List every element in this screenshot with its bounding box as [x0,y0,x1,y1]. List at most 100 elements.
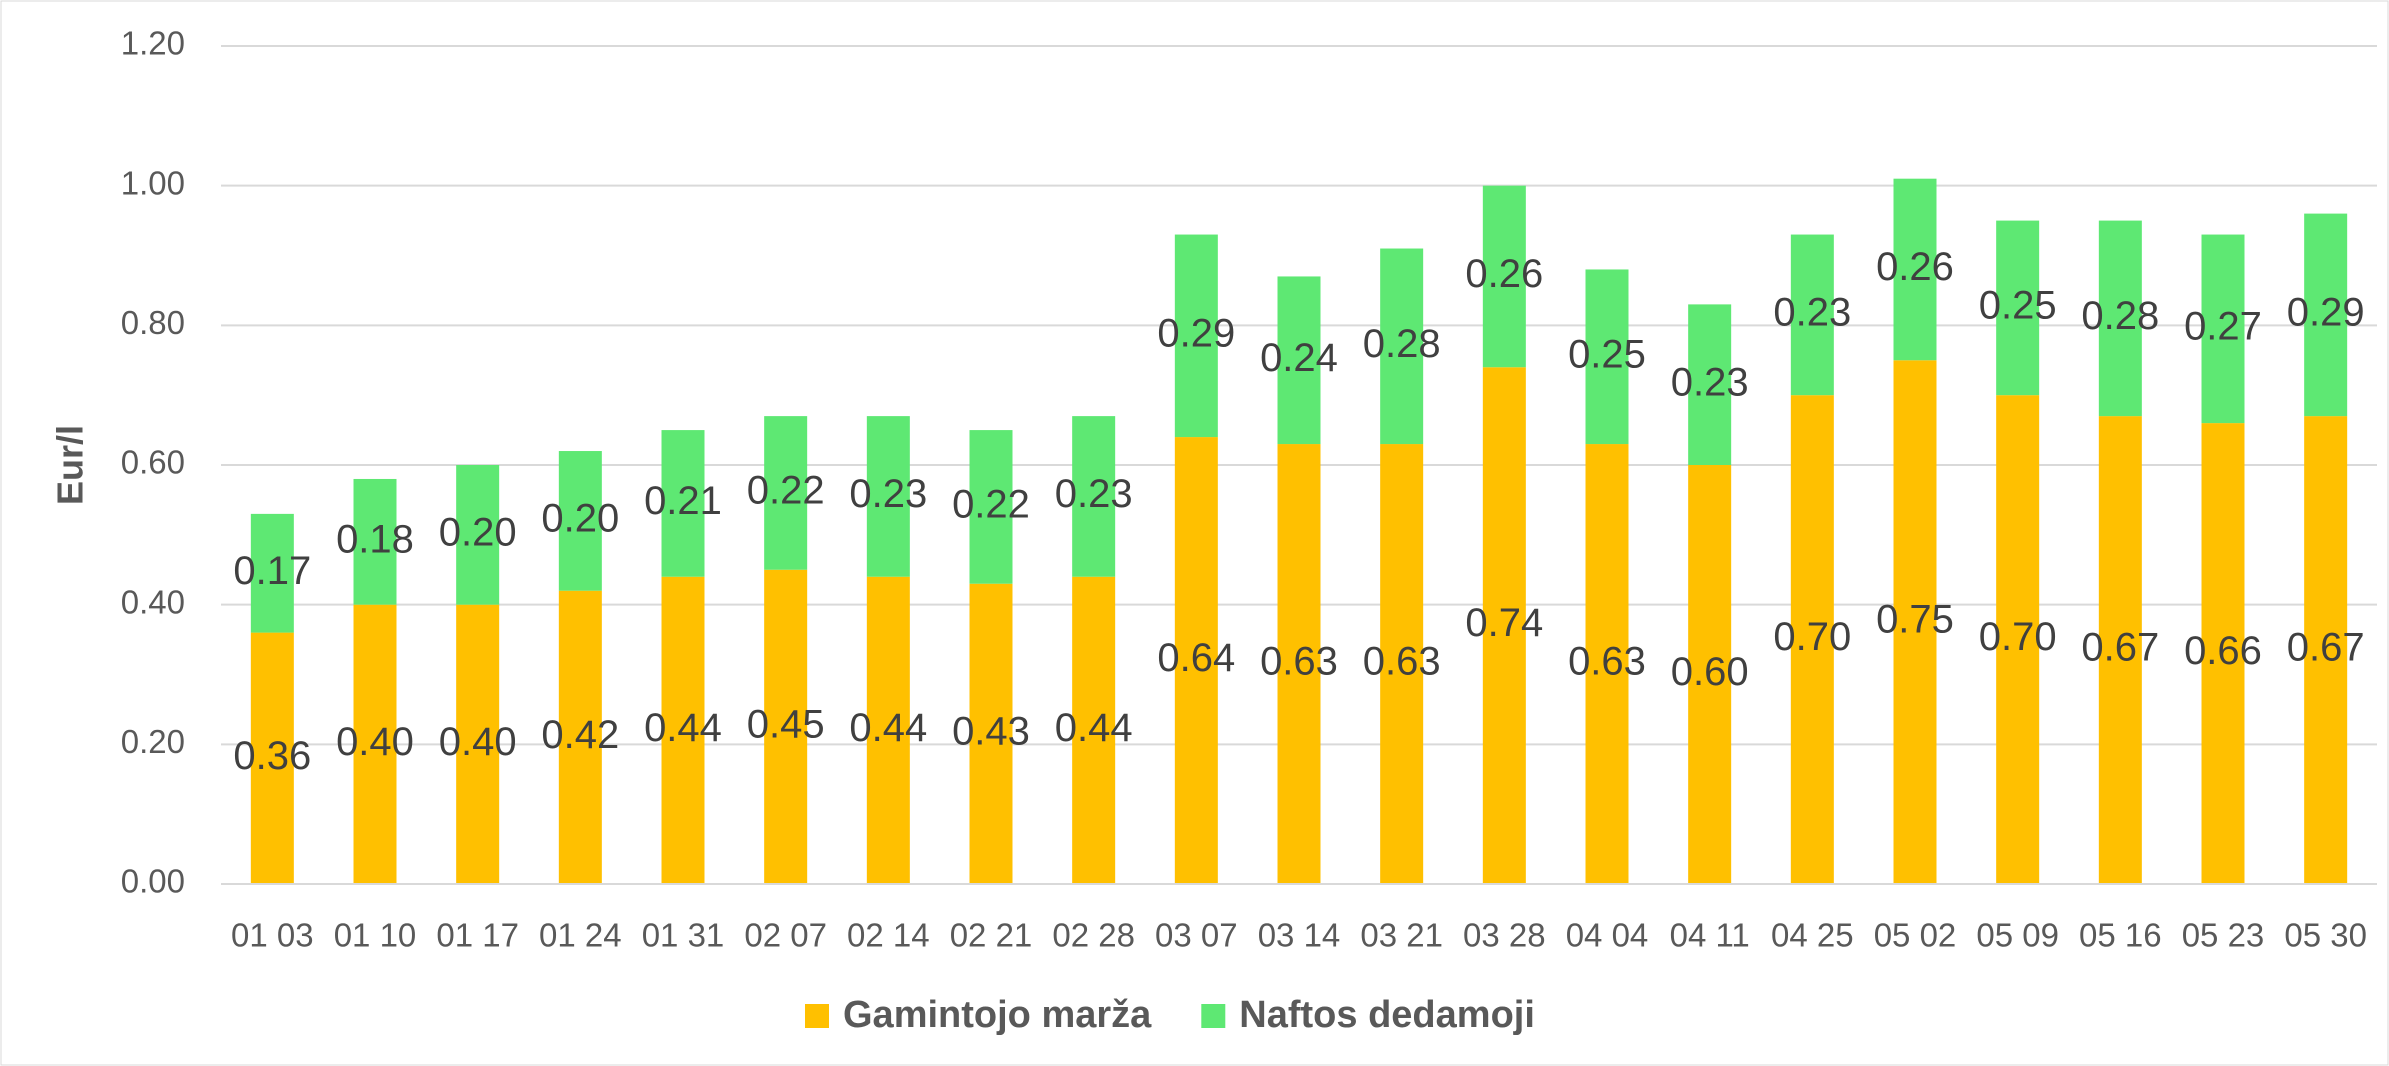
bar-segment [1688,304,1732,465]
y-tick-label: 1.00 [121,164,185,201]
data-label: 0.70 [1773,615,1851,659]
legend-swatch [1201,1004,1226,1028]
y-tick-label: 1.20 [121,25,185,62]
data-label: 0.42 [541,713,619,757]
x-tick-label: 03 21 [1360,917,1443,954]
data-label: 0.44 [849,706,927,750]
bar-segment [661,430,705,577]
data-label: 0.28 [1363,322,1441,366]
bar-segment [1688,465,1732,884]
bar-segment [1996,395,2040,884]
bar-segment [2201,423,2245,884]
data-label: 0.23 [1671,360,1749,404]
bar-segment [1380,444,1424,884]
y-tick-label: 0.20 [121,723,185,760]
bar-segment [1893,360,1937,884]
x-tick-label: 05 02 [1874,917,1957,954]
bar-segment [1893,178,1937,361]
bar-segment [1790,234,1834,396]
data-label: 0.40 [336,720,414,764]
bar-segment [558,590,602,884]
data-label: 0.67 [2287,626,2365,670]
bar-segment [1482,367,1526,884]
data-label: 0.22 [952,482,1030,526]
bar-segment [2304,416,2348,884]
y-tick-label: 0.40 [121,583,185,620]
data-label: 0.17 [233,549,311,593]
x-tick-label: 03 28 [1463,917,1546,954]
data-label: 0.75 [1876,598,1954,642]
x-tick-label: 01 31 [642,917,725,954]
x-tick-label: 05 23 [2182,917,2265,954]
bar-segment [250,513,294,633]
data-label: 0.18 [336,517,414,561]
data-label: 0.40 [439,720,517,764]
data-label: 0.22 [747,468,825,512]
x-tick-label: 01 24 [539,917,622,954]
data-label: 0.60 [1671,650,1749,694]
data-label: 0.63 [1363,640,1441,684]
bar-segment [969,430,1013,584]
bar-segment [1585,269,1629,445]
bar-segment [1380,248,1424,445]
x-tick-label: 04 04 [1566,917,1649,954]
y-tick-label: 0.60 [121,444,185,481]
data-label: 0.45 [747,702,825,746]
bar-segment [2098,220,2142,417]
y-tick-label: 0.00 [121,863,185,900]
x-tick-label: 03 14 [1258,917,1341,954]
data-label: 0.66 [2184,629,2262,673]
bar-segment [353,478,397,605]
data-label: 0.74 [1465,601,1543,645]
data-label: 0.63 [1568,640,1646,684]
y-axis-label: Eur/l [50,425,91,505]
data-label: 0.23 [1055,472,1133,516]
bar-segment [764,416,808,570]
x-tick-label: 02 21 [950,917,1033,954]
bar-segment [1996,220,2040,396]
data-label: 0.25 [1979,283,2057,327]
bar-segment [1072,416,1116,577]
data-label: 0.25 [1568,332,1646,376]
bar-segment [866,416,910,577]
data-label: 0.27 [2184,304,2262,348]
data-label: 0.36 [233,734,311,778]
bar-segment [1277,276,1321,445]
bar-segment [250,632,294,884]
y-tick-label: 0.80 [121,304,185,341]
x-tick-label: 01 17 [436,917,519,954]
x-tick-label: 05 09 [1976,917,2059,954]
x-tick-label: 01 03 [231,917,314,954]
x-tick-label: 05 30 [2284,917,2367,954]
x-tick-label: 03 07 [1155,917,1238,954]
data-label: 0.20 [541,496,619,540]
bar-segment [969,583,1013,884]
data-label: 0.26 [1465,252,1543,296]
data-label: 0.44 [644,706,722,750]
bar-segment [1174,437,1218,884]
data-label: 0.63 [1260,640,1338,684]
data-label: 0.67 [2081,626,2159,670]
bar-segment [764,569,808,884]
data-label: 0.24 [1260,336,1338,380]
bar-segment [456,465,500,605]
data-label: 0.64 [1157,636,1235,680]
bar-segment [558,451,602,591]
data-label: 0.23 [1773,290,1851,334]
bar-segment [353,604,397,884]
data-label: 0.20 [439,510,517,554]
data-label: 0.44 [1055,706,1133,750]
bar-segment [866,576,910,884]
x-tick-label: 04 25 [1771,917,1854,954]
x-tick-label: 01 10 [334,917,417,954]
x-tick-label: 02 07 [744,917,827,954]
x-tick-label: 02 14 [847,917,930,954]
x-tick-label: 02 28 [1052,917,1135,954]
bar-segment [1174,234,1218,438]
data-label: 0.43 [952,709,1030,753]
data-label: 0.26 [1876,245,1954,289]
bar-segment [1277,444,1321,884]
bar-segment [1482,185,1526,368]
data-label: 0.70 [1979,615,2057,659]
